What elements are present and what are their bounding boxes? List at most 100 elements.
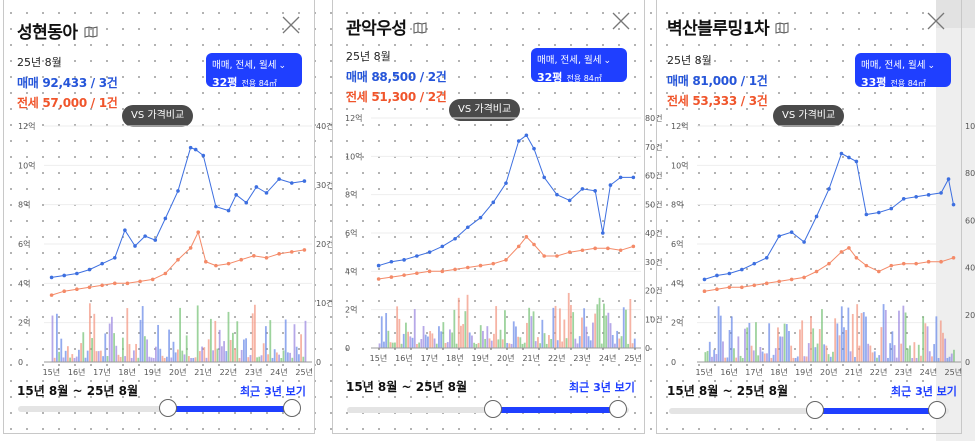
volume-bar — [154, 346, 157, 362]
recent-3-years-link[interactable]: 최근 3년 보기 — [891, 385, 957, 398]
volume-bar — [953, 349, 955, 362]
volume-bar — [176, 349, 179, 362]
recent-3-years-link[interactable]: 최근 3년 보기 — [240, 385, 306, 398]
volume-bar — [293, 324, 296, 362]
volume-bar — [409, 336, 412, 348]
period-label: 15년 8월 ~ 25년 8월 — [667, 384, 789, 398]
volume-bar — [572, 312, 575, 348]
volume-bar — [418, 342, 421, 348]
volume-bar — [633, 338, 636, 348]
x-tick: 17년 — [93, 367, 111, 377]
x-tick: 15년 — [695, 367, 713, 377]
data-point — [542, 175, 547, 180]
volume-bar — [126, 308, 129, 362]
volume-bar — [449, 329, 451, 348]
chevron-down-icon: ⌄ — [927, 61, 936, 71]
data-point — [727, 285, 732, 290]
volume-bar — [600, 343, 603, 348]
volume-bar — [508, 343, 511, 348]
slider-start-knob[interactable] — [159, 399, 177, 417]
apartment-title[interactable]: 성현동아 — [17, 18, 98, 43]
volume-bar — [726, 357, 729, 362]
volume-bar — [845, 330, 848, 362]
jeonse-price-summary: 전세 57,000 / 1건 — [17, 96, 118, 110]
y-right-tick: 20건 — [965, 310, 975, 320]
data-point — [608, 183, 613, 187]
volume-bar — [770, 357, 773, 362]
close-icon[interactable] — [610, 10, 632, 32]
data-point — [226, 261, 231, 266]
close-icon[interactable] — [925, 10, 947, 32]
volume-bar — [711, 356, 713, 362]
close-icon[interactable] — [280, 14, 302, 36]
data-point — [277, 177, 281, 181]
map-icon[interactable] — [84, 23, 98, 43]
volume-bars — [378, 292, 636, 348]
volume-bar — [724, 357, 727, 362]
price-chart: 0 2억 4억 6억 8억 10억 12억 0 20건 40건 60건 80건 100건 15년 16년 17… — [671, 121, 975, 377]
vs-compare-button[interactable]: VS 가격비교 — [449, 99, 521, 121]
x-tick: 18년 — [118, 367, 136, 377]
apartment-title[interactable]: 벽산블루밍1차 — [667, 14, 789, 39]
volume-bar — [715, 354, 718, 362]
volume-bar — [51, 315, 54, 362]
y-left-tick: 8억 — [345, 190, 357, 200]
type-size-selector[interactable]: 매매, 전세, 월세 ⌄ 33평 전용 84㎡ — [855, 53, 951, 89]
data-point — [901, 261, 906, 266]
volume-bar — [891, 331, 894, 362]
volume-bar — [537, 337, 539, 348]
volume-bar — [387, 330, 390, 348]
y-right-tick: 0 — [316, 358, 321, 367]
apartment-title[interactable]: 관악우성 — [346, 14, 427, 39]
vs-compare-button[interactable]: VS 가격비교 — [122, 105, 194, 127]
data-point — [606, 246, 610, 251]
recent-3-years-link[interactable]: 최근 3년 보기 — [569, 381, 635, 394]
y-right-tick: 30건 — [645, 257, 663, 267]
volume-bar — [451, 332, 454, 348]
y-left-tick: 2억 — [345, 305, 357, 315]
volume-bar — [444, 343, 447, 348]
volume-bar — [205, 357, 208, 362]
slider-start-knob[interactable] — [806, 401, 824, 419]
volume-bar — [124, 356, 126, 362]
volume-bar — [484, 338, 487, 348]
data-point — [264, 255, 269, 260]
vs-compare-button[interactable]: VS 가격비교 — [773, 105, 845, 127]
x-tick: 22년 — [870, 367, 888, 377]
data-point — [214, 204, 218, 209]
slider-end-knob[interactable] — [928, 401, 946, 419]
volume-bar — [622, 307, 625, 348]
map-icon[interactable] — [775, 19, 789, 39]
type-size-selector[interactable]: 매매, 전세, 월세 ⌄ 32평 전용 84㎡ — [531, 48, 627, 84]
map-icon[interactable] — [413, 19, 427, 39]
slider-end-knob[interactable] — [609, 400, 627, 418]
data-point — [901, 196, 906, 201]
type-size-selector[interactable]: 매매, 전세, 월세 ⌄ 32평 전용 84㎡ — [206, 53, 302, 89]
volume-bar — [561, 341, 564, 348]
volume-bar — [550, 338, 553, 348]
volume-bar — [150, 357, 153, 362]
volume-bar — [488, 338, 491, 348]
volume-bar — [416, 343, 418, 348]
volume-bar — [865, 316, 867, 362]
slider-start-knob[interactable] — [484, 400, 502, 418]
volume-bar — [297, 354, 300, 362]
volume-bar — [926, 326, 929, 362]
data-point — [402, 258, 406, 262]
slider-end-knob[interactable] — [283, 399, 301, 417]
volume-bar — [539, 343, 542, 348]
volume-bar — [225, 351, 228, 362]
y-left-tick: 0 — [345, 344, 350, 353]
volume-bar — [130, 357, 133, 362]
data-point — [478, 263, 483, 268]
pyeong-label: 32평 — [212, 76, 238, 89]
data-point — [49, 275, 54, 280]
volume-bar — [576, 343, 579, 348]
volume-bar — [273, 349, 276, 362]
data-point — [618, 175, 623, 180]
volume-bar — [141, 306, 144, 362]
volume-bars — [51, 303, 307, 362]
volume-bar — [523, 342, 526, 348]
y-right-tick: 60건 — [645, 171, 663, 181]
volume-bar — [768, 323, 771, 362]
